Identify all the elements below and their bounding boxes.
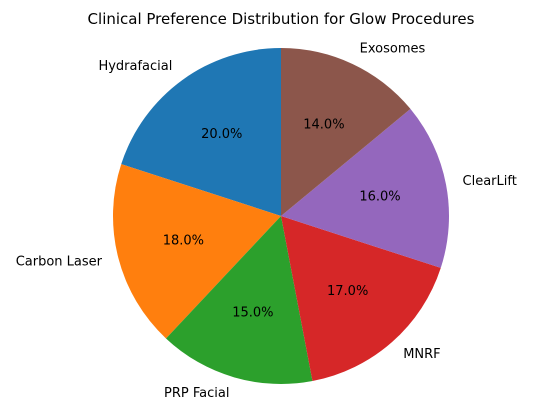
chart-title: Clinical Preference Distribution for Glo… xyxy=(88,10,475,28)
slice-label-clearlift: ClearLift xyxy=(463,174,517,189)
pie-slice-clearlift xyxy=(281,108,450,268)
pie-slice-exosomes xyxy=(281,48,411,216)
pie-labels: Hydrafacial 20.0% Carbon Laser 18.0% PRP Fac… xyxy=(16,41,517,401)
slice-label-prp-facial: PRP Facial xyxy=(164,386,229,401)
pie-slices xyxy=(112,48,450,384)
slice-label-exosomes: Exosomes xyxy=(360,41,426,56)
pie-slice-prp-facial xyxy=(166,216,313,384)
slice-percent-mnrf: 17.0% xyxy=(327,284,368,299)
slice-percent-clearlift: 16.0% xyxy=(359,190,400,205)
slice-label-hydrafacial: Hydrafacial xyxy=(98,59,172,74)
slice-label-mnrf: MNRF xyxy=(403,347,440,362)
pie-slice-carbon-laser xyxy=(112,164,281,339)
slice-percent-exosomes: 14.0% xyxy=(303,117,344,132)
slice-percent-hydrafacial: 20.0% xyxy=(201,127,242,142)
slice-label-carbon-laser: Carbon Laser xyxy=(16,254,103,269)
pie-slice-mnrf xyxy=(281,216,441,382)
slice-percent-carbon-laser: 18.0% xyxy=(163,234,204,249)
pie-slice-hydrafacial xyxy=(121,48,281,216)
slice-percent-prp-facial: 15.0% xyxy=(232,305,273,320)
